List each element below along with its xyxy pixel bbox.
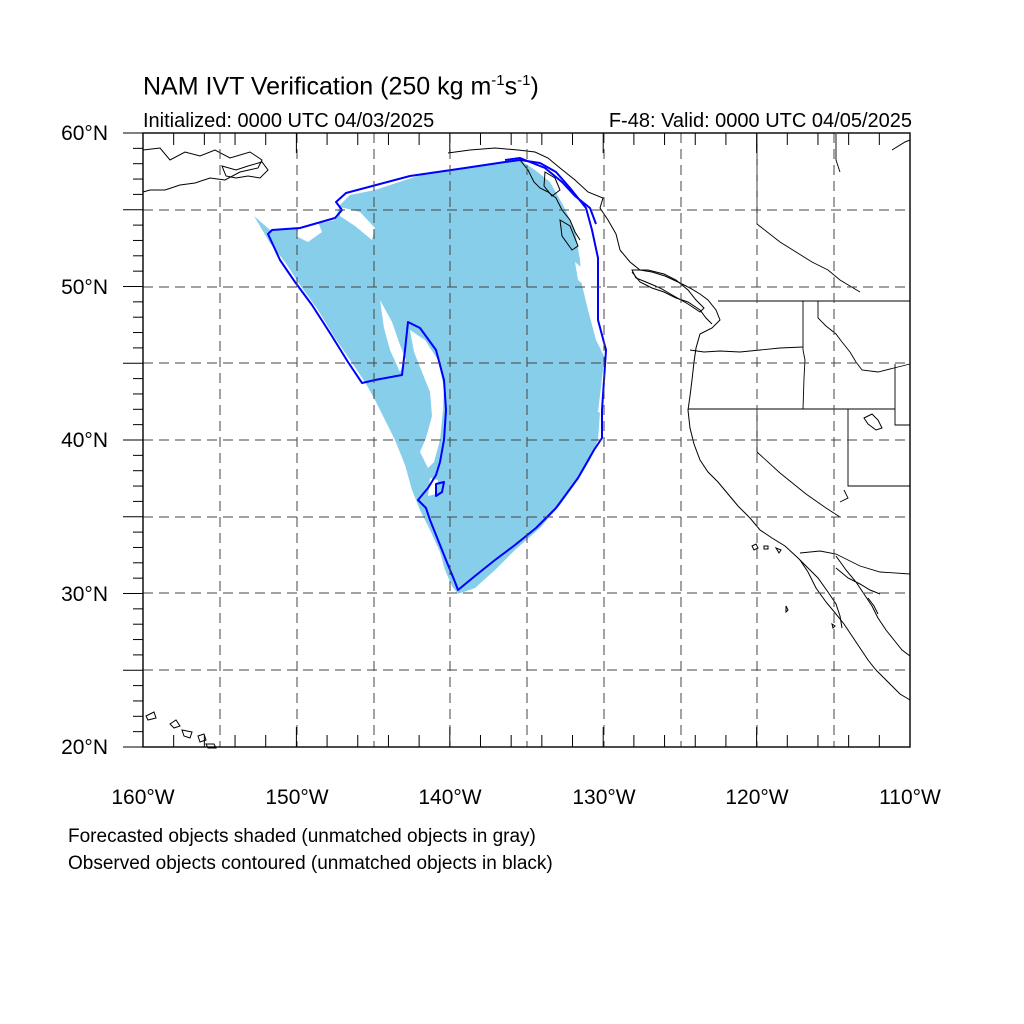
legend-observed: Observed objects contoured (unmatched ob…	[68, 853, 553, 874]
lon-label-130w: 130°W	[572, 786, 636, 809]
lat-label-50: 50°N	[61, 276, 108, 299]
observed-object	[267, 157, 607, 591]
lon-label-120w: 120°W	[725, 786, 789, 809]
lat-label-30: 30°N	[61, 583, 108, 606]
lon-label-110w: 110°W	[879, 786, 941, 809]
grid-lines	[143, 133, 910, 747]
lon-label-140w: 140°W	[418, 786, 482, 809]
lat-label-20: 20°N	[61, 736, 108, 759]
initialized-time: Initialized: 0000 UTC 04/03/2025	[143, 110, 435, 132]
lon-label-160w: 160°W	[111, 786, 175, 809]
lat-label-40: 40°N	[61, 429, 108, 452]
lon-label-150w: 150°W	[265, 786, 329, 809]
map-title: NAM IVT Verification (250 kg m-1s-1)	[143, 72, 539, 101]
lat-label-60: 60°N	[61, 122, 108, 145]
valid-time: F-48: Valid: 0000 UTC 04/05/2025	[608, 110, 912, 132]
state-borders	[688, 134, 911, 575]
axis-ticks	[123, 132, 911, 748]
legend-forecast: Forecasted objects shaded (unmatched obj…	[68, 826, 536, 847]
